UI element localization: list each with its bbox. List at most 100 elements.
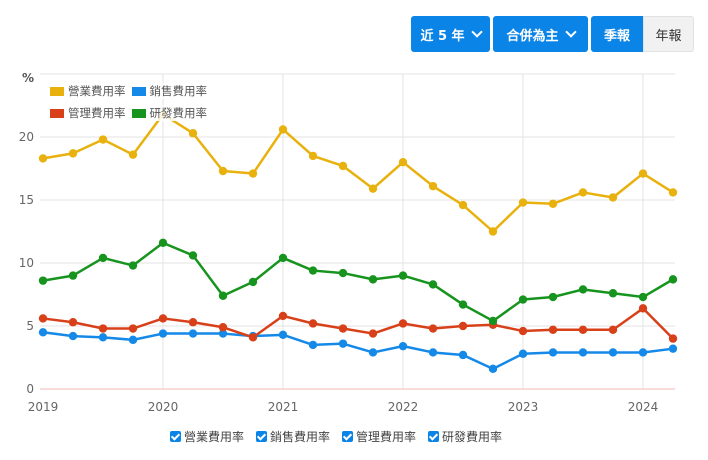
data-point xyxy=(548,292,558,302)
data-point xyxy=(218,291,228,300)
data-point xyxy=(158,314,168,323)
data-point xyxy=(398,271,408,280)
x-tick-label: 2020 xyxy=(148,400,179,414)
data-point xyxy=(308,319,318,328)
data-point xyxy=(428,348,438,357)
y-tick-label: 0 xyxy=(26,382,34,396)
data-point xyxy=(128,150,138,159)
data-point xyxy=(188,318,198,327)
annual-button[interactable]: 年報 xyxy=(643,16,694,52)
basis-dropdown[interactable]: 合併為主 xyxy=(493,16,588,52)
period-toggle: 季報 年報 xyxy=(591,16,694,52)
checkbox-checked-icon[interactable] xyxy=(256,431,268,442)
data-point xyxy=(338,339,348,348)
data-point xyxy=(548,199,558,208)
checkbox-operating[interactable]: 營業費用率 xyxy=(170,428,244,445)
y-tick-label: 5 xyxy=(26,319,34,333)
y-tick-label: 20 xyxy=(19,130,34,144)
data-point xyxy=(98,333,108,342)
data-point xyxy=(488,227,498,236)
data-point xyxy=(458,350,468,360)
data-point xyxy=(518,326,528,336)
x-tick-label: 2022 xyxy=(388,400,419,414)
data-point xyxy=(638,169,648,178)
data-point xyxy=(578,188,588,197)
checkbox-checked-icon[interactable] xyxy=(342,431,354,442)
data-point xyxy=(308,340,318,350)
checkbox-checked-icon[interactable] xyxy=(428,431,440,442)
data-point xyxy=(458,300,468,309)
data-point xyxy=(518,295,528,304)
data-point xyxy=(338,268,348,278)
data-point xyxy=(218,329,228,338)
data-point xyxy=(98,324,108,333)
checkbox-admin[interactable]: 管理費用率 xyxy=(342,428,416,445)
data-point xyxy=(668,188,678,197)
checkbox-checked-icon[interactable] xyxy=(170,431,181,442)
legend-item-rnd[interactable]: 研發費用率 xyxy=(131,105,207,121)
legend-item-admin[interactable]: 管理費用率 xyxy=(50,105,126,121)
series-line xyxy=(42,113,674,233)
data-point xyxy=(398,341,408,351)
line-chart: 0 5 10 15 20 2019 2020 2021 2022 2023 2024 xyxy=(19,73,678,414)
legend-item-sales[interactable]: 銷售費用率 xyxy=(131,83,207,99)
data-point xyxy=(248,333,258,342)
checkbox-rnd[interactable]: 研發費用率 xyxy=(428,428,502,445)
data-point xyxy=(368,275,378,284)
x-tick-label: 2019 xyxy=(28,400,59,414)
data-point xyxy=(518,198,528,207)
data-point xyxy=(308,151,318,161)
data-point xyxy=(248,169,258,178)
data-point xyxy=(338,161,348,171)
data-point xyxy=(278,311,288,321)
data-point xyxy=(128,261,138,270)
data-point xyxy=(188,129,198,138)
data-point xyxy=(338,324,348,333)
data-point xyxy=(188,251,198,260)
data-point xyxy=(458,200,468,210)
data-point xyxy=(518,349,528,358)
chart-legend: 營業費用率 銷售費用率 管理費用率 研發費用率 xyxy=(50,83,207,127)
data-point xyxy=(188,329,198,338)
x-tick-label: 2024 xyxy=(628,400,659,414)
data-point xyxy=(368,348,378,357)
checkbox-sales[interactable]: 銷售費用率 xyxy=(256,428,330,445)
range-dropdown[interactable]: 近 5 年 xyxy=(411,16,490,52)
data-point xyxy=(98,135,108,144)
data-point xyxy=(638,348,648,357)
x-tick-label: 2023 xyxy=(508,400,539,414)
data-point xyxy=(578,348,588,357)
quarterly-button[interactable]: 季報 xyxy=(591,16,643,52)
y-tick-label: 15 xyxy=(19,193,34,207)
data-point xyxy=(278,330,288,340)
data-point xyxy=(488,364,498,374)
chart-toolbar: 近 5 年 合併為主 季報 年報 xyxy=(411,16,694,52)
data-point xyxy=(668,344,678,353)
series-checkboxes: 營業費用率 銷售費用率 管理費用率 研發費用率 xyxy=(170,428,502,445)
data-point xyxy=(368,184,378,193)
data-point xyxy=(38,328,48,337)
data-point xyxy=(158,329,168,338)
data-point xyxy=(218,323,228,332)
chevron-down-icon xyxy=(470,26,483,38)
data-point xyxy=(98,253,108,263)
data-point xyxy=(308,266,318,275)
data-point xyxy=(668,334,678,343)
data-point xyxy=(428,280,438,289)
data-point xyxy=(488,316,498,326)
data-point xyxy=(278,125,288,134)
data-point xyxy=(428,181,438,191)
data-point xyxy=(368,329,378,338)
legend-swatch xyxy=(50,86,64,96)
series-line xyxy=(42,307,674,340)
data-point xyxy=(548,325,558,334)
legend-item-operating[interactable]: 營業費用率 xyxy=(50,83,126,99)
data-point xyxy=(638,292,648,302)
y-axis-unit: % xyxy=(22,71,35,85)
data-point xyxy=(68,271,78,280)
data-point xyxy=(398,319,408,328)
legend-swatch xyxy=(131,108,146,118)
data-point xyxy=(128,324,138,333)
data-point xyxy=(608,193,618,202)
range-label: 近 5 年 xyxy=(420,28,465,44)
